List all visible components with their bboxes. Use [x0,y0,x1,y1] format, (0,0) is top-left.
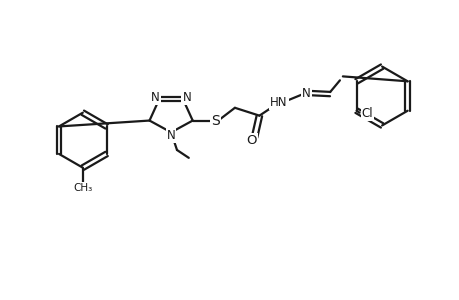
Text: N: N [182,91,191,104]
Text: N: N [166,129,175,142]
Text: S: S [210,114,219,128]
Text: N: N [302,87,310,100]
Text: Cl: Cl [361,107,372,120]
Text: CH₃: CH₃ [73,183,92,193]
Text: HN: HN [270,96,287,110]
Text: O: O [246,134,256,147]
Text: N: N [151,91,159,104]
